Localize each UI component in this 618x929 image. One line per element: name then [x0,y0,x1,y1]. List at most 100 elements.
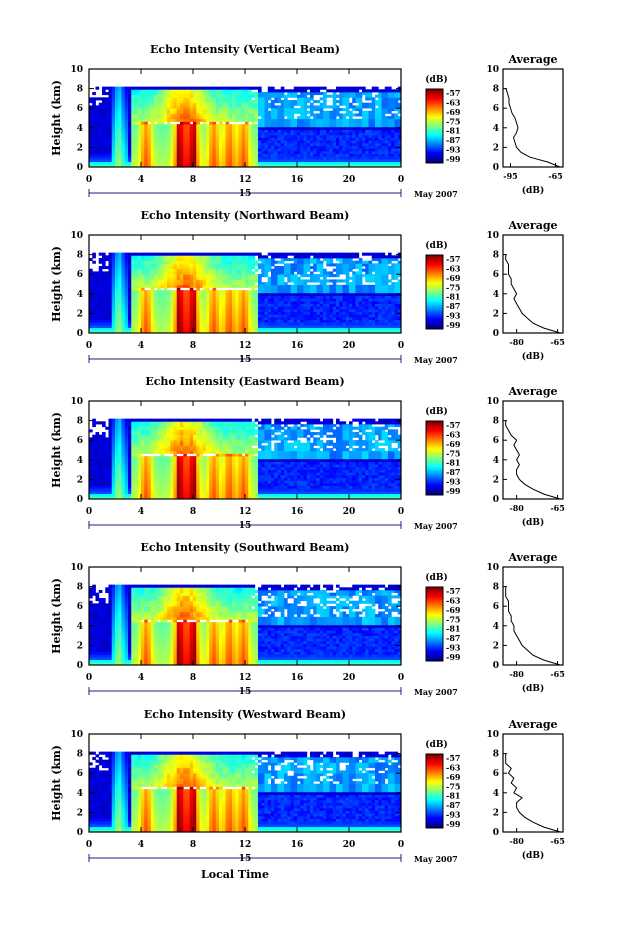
heatmap-cell [150,330,155,334]
heatmap-cell [134,132,139,136]
heatmap-cell [196,322,200,326]
heatmap-cell [228,92,233,96]
heatmap-cell [297,319,301,323]
heatmap-cell [183,279,187,283]
heatmap-cell [144,255,148,259]
heatmap-cell [349,150,353,155]
heatmap-cell [189,142,194,146]
heatmap-cell [160,86,165,90]
heatmap-cell [267,319,272,323]
heatmap-cell [215,298,220,302]
heatmap-cell [254,292,259,296]
heatmap-cell [121,137,126,141]
heatmap-cell [186,92,191,96]
heatmap-cell [394,105,399,109]
heatmap-cell [388,124,392,128]
heatmap-cell [378,110,382,114]
heatmap-cell [111,92,116,96]
heatmap-cell [271,290,275,294]
heatmap-cell [245,271,249,275]
heatmap-cell [319,86,324,90]
heatmap-cell [280,324,285,329]
heatmap-cell [202,284,207,288]
heatmap-cell [206,260,210,264]
heatmap-cell [199,306,204,310]
heatmap-cell [284,118,288,122]
heatmap-cell [225,150,230,155]
heatmap-cell [306,92,311,96]
heatmap-cell [124,94,129,98]
heatmap-cell [238,89,243,93]
heatmap-cell [128,121,132,125]
heatmap-cell [141,156,145,160]
heatmap-cell [232,303,236,307]
heatmap-cell [339,124,343,128]
heatmap-cell [141,108,145,112]
heatmap-cell [170,258,174,262]
heatmap-cell [394,132,399,136]
heatmap-cell [397,158,402,163]
heatmap-cell [297,322,301,326]
heatmap-cell [287,150,291,155]
heatmap-cell [193,324,197,329]
heatmap-cell [345,124,350,128]
heatmap-cell [111,145,116,149]
heatmap-cell [235,129,239,133]
heatmap-cell [186,274,191,278]
heatmap-cell [102,260,106,264]
heatmap-cell [248,266,252,270]
heatmap-cell [105,164,109,168]
heatmap-cell [254,295,259,299]
heatmap-cell [173,164,178,168]
heatmap-cell [254,134,259,138]
heatmap-cell [355,121,360,125]
heatmap-cell [336,108,340,112]
heatmap-cell [167,145,171,149]
heatmap-cell [105,330,109,334]
heatmap-cell [141,271,145,275]
heatmap-cell [371,102,376,106]
heatmap-cell [121,156,126,160]
heatmap-cell [300,308,304,312]
heatmap-cell [134,156,139,160]
heatmap-cell [196,150,200,155]
heatmap-cell [173,113,178,117]
heatmap-cell [189,150,194,155]
heatmap-cell [157,105,161,109]
heatmap-cell [261,148,265,152]
heatmap-cell [310,322,314,326]
colorbar-step [426,114,443,118]
heatmap-cell [384,105,389,109]
heatmap-cell [147,100,152,104]
heatmap-cell [284,129,288,133]
heatmap-cell [141,298,145,302]
heatmap-cell [121,266,126,270]
heatmap-cell [173,268,178,272]
heatmap-cell [277,300,282,304]
heatmap-cell [287,145,291,149]
heatmap-cell [235,142,239,146]
heatmap-cell [261,268,265,272]
heatmap-cell [157,292,161,296]
heatmap-cell [326,260,330,264]
heatmap-cell [189,113,194,117]
heatmap-cell [280,129,285,133]
heatmap-cell [111,268,116,272]
heatmap-cell [232,268,236,272]
heatmap-cell [89,156,93,160]
heatmap-cell [293,110,298,114]
heatmap-cell [183,129,187,133]
heatmap-cell [206,156,210,160]
heatmap-cell [290,110,295,114]
heatmap-cell [261,116,265,120]
heatmap-cell [115,142,119,146]
heatmap-cell [118,252,122,256]
heatmap-cell [180,108,184,112]
heatmap-cell [115,156,119,160]
heatmap-cell [170,156,174,160]
heatmap-cell [241,145,246,149]
heatmap-cell [238,268,243,272]
heatmap-cell [284,316,288,321]
heatmap-cell [154,156,158,160]
